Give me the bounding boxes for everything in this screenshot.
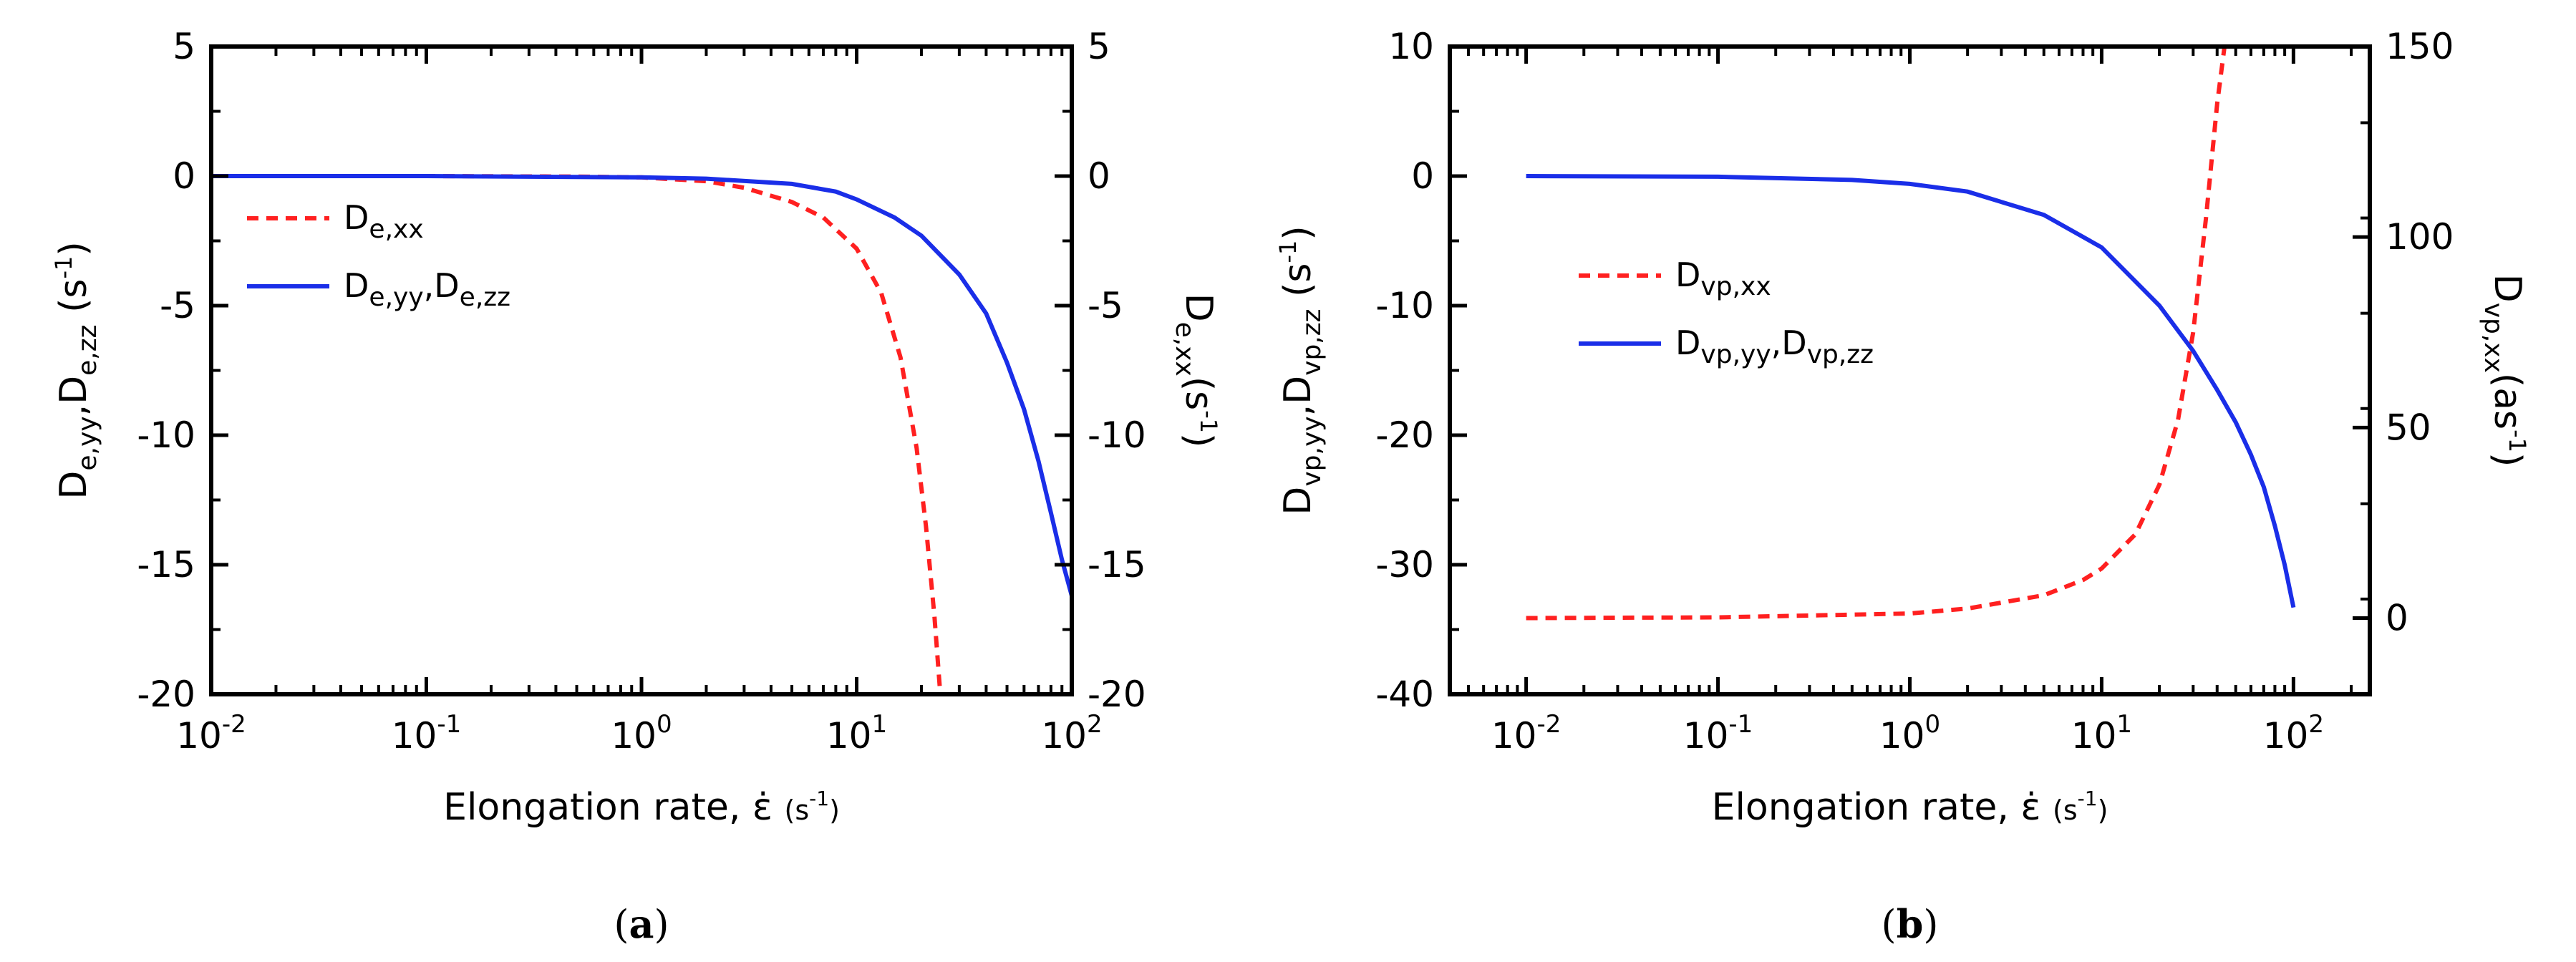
y-left-tick-label-b: -30 — [1375, 544, 1434, 586]
y-left-tick-label-a: 0 — [173, 155, 195, 197]
y-left-tick-label-a: 5 — [173, 26, 195, 67]
y-left-tick-label-a: -10 — [137, 414, 195, 456]
x-tick-label-a: 101 — [826, 710, 887, 757]
series-line-a-xx — [211, 174, 943, 694]
x-tick-label-b: 102 — [2263, 710, 2324, 757]
y-right-tick-label-a: 0 — [1088, 155, 1110, 197]
panel-caption-b: (b) — [1882, 901, 1939, 947]
y-left-tick-label-b: -40 — [1375, 674, 1434, 715]
x-tick-label-a: 102 — [1041, 710, 1102, 757]
chart-panel-a: 10-2 10-1 100 101 102 5 0 -5 -10 -15 -20 5 0 -5 -10 -15… — [50, 26, 1222, 947]
y-left-axis-label-a: De,yy,De,zz (s-1) — [50, 241, 102, 499]
y-right-tick-label-a: -10 — [1088, 414, 1146, 456]
y-left-tick-label-a: -20 — [137, 674, 195, 715]
plot-frame-b — [1448, 44, 2372, 696]
y-right-tick-label-b: 100 — [2386, 216, 2454, 258]
x-tick-label-a: 10-1 — [392, 710, 462, 757]
legend-label-a-0: De,xx — [344, 198, 424, 244]
y-left-tick-label-a: -5 — [160, 285, 195, 326]
series-line-b-xx — [1526, 47, 2227, 621]
plot-frame-a — [209, 44, 1074, 696]
x-tick-label-b: 100 — [1879, 710, 1940, 757]
series-line-a-yyzz — [211, 174, 1072, 597]
y-right-tick-label-b: 0 — [2386, 598, 2408, 639]
y-right-tick-label-a: -5 — [1088, 285, 1123, 326]
legend-label-b-1: Dvp,yy,Dvp,zz — [1675, 324, 1874, 369]
chart-panel-b: 10-2 10-1 100 101 102100-10-20-30-4015010050… — [1274, 26, 2531, 947]
legend-label-a-1: De,yy,De,zz — [344, 266, 510, 312]
y-left-tick-label-b: -20 — [1375, 414, 1434, 456]
x-axis-label-b: Elongation rate, ε̇ (s-1) — [1712, 786, 2108, 829]
y-left-tick-label-b: -10 — [1375, 285, 1434, 326]
y-right-axis-label-a: De,xx(s-1) — [1170, 293, 1222, 448]
x-tick-label-a: 10-2 — [176, 710, 246, 757]
y-right-tick-label-b: 50 — [2386, 407, 2431, 448]
y-right-tick-label-b: 150 — [2386, 26, 2454, 67]
y-left-tick-label-b: 10 — [1388, 26, 1434, 67]
y-right-tick-label-a: -20 — [1088, 674, 1146, 715]
x-tick-label-b: 10-1 — [1683, 710, 1753, 757]
x-tick-label-a: 100 — [611, 710, 672, 757]
x-tick-label-b: 101 — [2071, 710, 2132, 757]
y-right-tick-label-a: 5 — [1088, 26, 1110, 67]
y-right-axis-label-b: Dvp,xx(as-1) — [2479, 274, 2531, 467]
y-left-tick-label-b: 0 — [1411, 155, 1434, 197]
panel-caption-a: (a) — [614, 901, 669, 947]
series-line-b-yyzz — [1526, 174, 2296, 608]
y-left-axis-label-b: Dvp,yy,Dvp,zz (s-1) — [1274, 225, 1327, 515]
legend-label-b-0: Dvp,xx — [1675, 256, 1771, 301]
x-tick-label-b: 10-2 — [1491, 710, 1561, 757]
y-left-tick-label-a: -15 — [137, 544, 195, 586]
x-axis-label-a: Elongation rate, ε̇ (s-1) — [443, 786, 840, 829]
y-right-tick-label-a: -15 — [1088, 544, 1146, 586]
